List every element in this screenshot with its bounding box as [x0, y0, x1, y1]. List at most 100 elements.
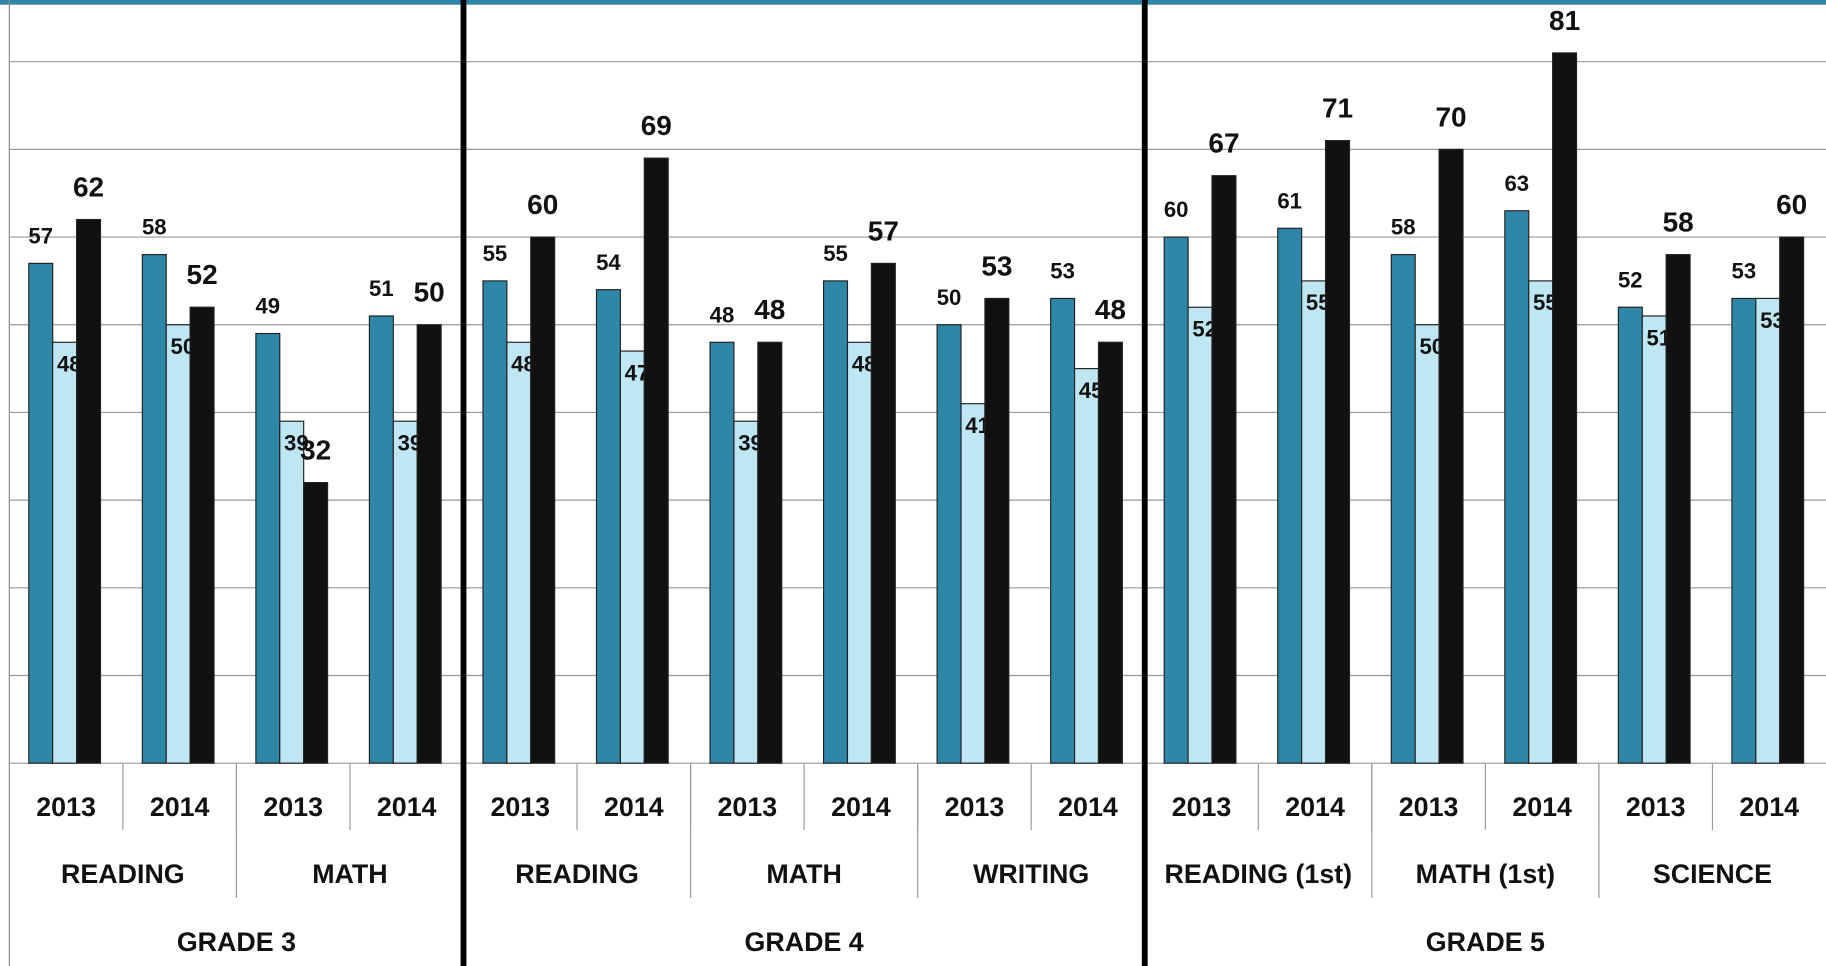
- bar: [643, 157, 669, 764]
- bar: [189, 306, 215, 764]
- bar: [279, 420, 305, 764]
- data-label: 57: [28, 223, 53, 248]
- bar: [733, 420, 759, 764]
- data-label: 57: [868, 215, 899, 246]
- group-label: MATH (1st): [1416, 859, 1555, 889]
- data-label: 71: [1322, 92, 1353, 123]
- bar: [870, 262, 896, 764]
- bar: [595, 289, 621, 764]
- bar: [1390, 254, 1416, 764]
- data-label: 55: [483, 241, 508, 266]
- data-label: 81: [1549, 5, 1580, 36]
- bar: [1528, 280, 1554, 764]
- bar: [28, 262, 54, 764]
- bar: [1552, 52, 1578, 764]
- x-tick-label: 2013: [36, 792, 96, 822]
- data-label: 58: [142, 215, 167, 240]
- x-tick-label: 2014: [1512, 792, 1572, 822]
- bar: [709, 341, 735, 764]
- data-label: 70: [1435, 101, 1466, 132]
- x-tick-label: 2014: [1058, 792, 1118, 822]
- bar: [1755, 297, 1781, 764]
- data-label: 53: [1732, 258, 1757, 283]
- data-label: 55: [823, 241, 848, 266]
- x-tick-label: 2013: [263, 792, 323, 822]
- bar: [255, 332, 281, 764]
- bar: [1324, 140, 1351, 764]
- data-label: 48: [1095, 294, 1126, 325]
- data-label: 49: [256, 294, 281, 319]
- data-label: 61: [1277, 188, 1302, 213]
- data-label: 60: [527, 189, 558, 220]
- group-label: SCIENCE: [1653, 859, 1772, 889]
- data-label: 32: [300, 434, 331, 465]
- group-label: GRADE 3: [177, 927, 296, 957]
- bar: [1050, 297, 1076, 764]
- bar: [757, 341, 783, 764]
- data-label: 54: [596, 250, 621, 275]
- bar: [936, 324, 962, 764]
- bar: [482, 280, 508, 764]
- x-tick-label: 2013: [718, 792, 778, 822]
- data-label: 51: [369, 276, 394, 301]
- bar: [1097, 341, 1123, 764]
- x-tick-label: 2013: [1172, 792, 1232, 822]
- bar: [822, 280, 849, 764]
- group-label: READING: [61, 859, 185, 889]
- group-label: WRITING: [973, 859, 1089, 889]
- bar: [1163, 236, 1189, 764]
- data-label: 50: [937, 285, 962, 310]
- bar: [1414, 324, 1440, 764]
- bar: [416, 324, 442, 764]
- bar: [1779, 236, 1805, 764]
- bar: [1438, 148, 1464, 764]
- data-label: 58: [1663, 206, 1694, 237]
- x-tick-label: 2014: [1285, 792, 1345, 822]
- data-label: 52: [1618, 267, 1643, 292]
- bar: [1211, 175, 1237, 764]
- group-label: GRADE 5: [1426, 927, 1545, 957]
- bar: [52, 341, 78, 764]
- bar: [1641, 315, 1667, 764]
- bar: [530, 236, 556, 764]
- data-label: 53: [981, 250, 1012, 281]
- data-label: 60: [1776, 189, 1807, 220]
- bar: [506, 341, 532, 764]
- group-label: MATH: [766, 859, 841, 889]
- bar: [303, 482, 329, 764]
- x-tick-label: 2014: [831, 792, 891, 822]
- bar: [846, 341, 872, 764]
- data-label: 60: [1164, 197, 1189, 222]
- group-label: READING (1st): [1164, 859, 1352, 889]
- bar: [392, 420, 418, 764]
- data-label: 39: [284, 430, 309, 455]
- data-label: 63: [1504, 171, 1529, 196]
- data-label: 50: [414, 277, 445, 308]
- data-label: 69: [641, 110, 672, 141]
- data-label: 48: [710, 302, 735, 327]
- bar: [1301, 280, 1327, 764]
- x-tick-label: 2014: [604, 792, 664, 822]
- bar: [619, 350, 645, 764]
- x-tick-label: 2013: [945, 792, 1005, 822]
- group-label: MATH: [312, 859, 387, 889]
- x-tick-label: 2013: [490, 792, 550, 822]
- x-tick-label: 2014: [1739, 792, 1799, 822]
- data-label: 52: [187, 259, 218, 290]
- bar: [76, 218, 102, 764]
- bar: [1731, 297, 1757, 764]
- data-label: 48: [754, 294, 785, 325]
- x-tick-label: 2013: [1626, 792, 1686, 822]
- group-label: GRADE 4: [745, 927, 864, 957]
- data-label: 67: [1208, 128, 1239, 159]
- x-tick-label: 2013: [1399, 792, 1459, 822]
- bar: [1617, 306, 1643, 764]
- bar: [165, 324, 191, 764]
- top-border: [0, 0, 1826, 5]
- group-label: READING: [515, 859, 639, 889]
- bar: [960, 403, 986, 764]
- bar: [141, 254, 167, 764]
- bar: [1665, 254, 1691, 764]
- bar: [984, 297, 1010, 764]
- bar: [1187, 306, 1213, 764]
